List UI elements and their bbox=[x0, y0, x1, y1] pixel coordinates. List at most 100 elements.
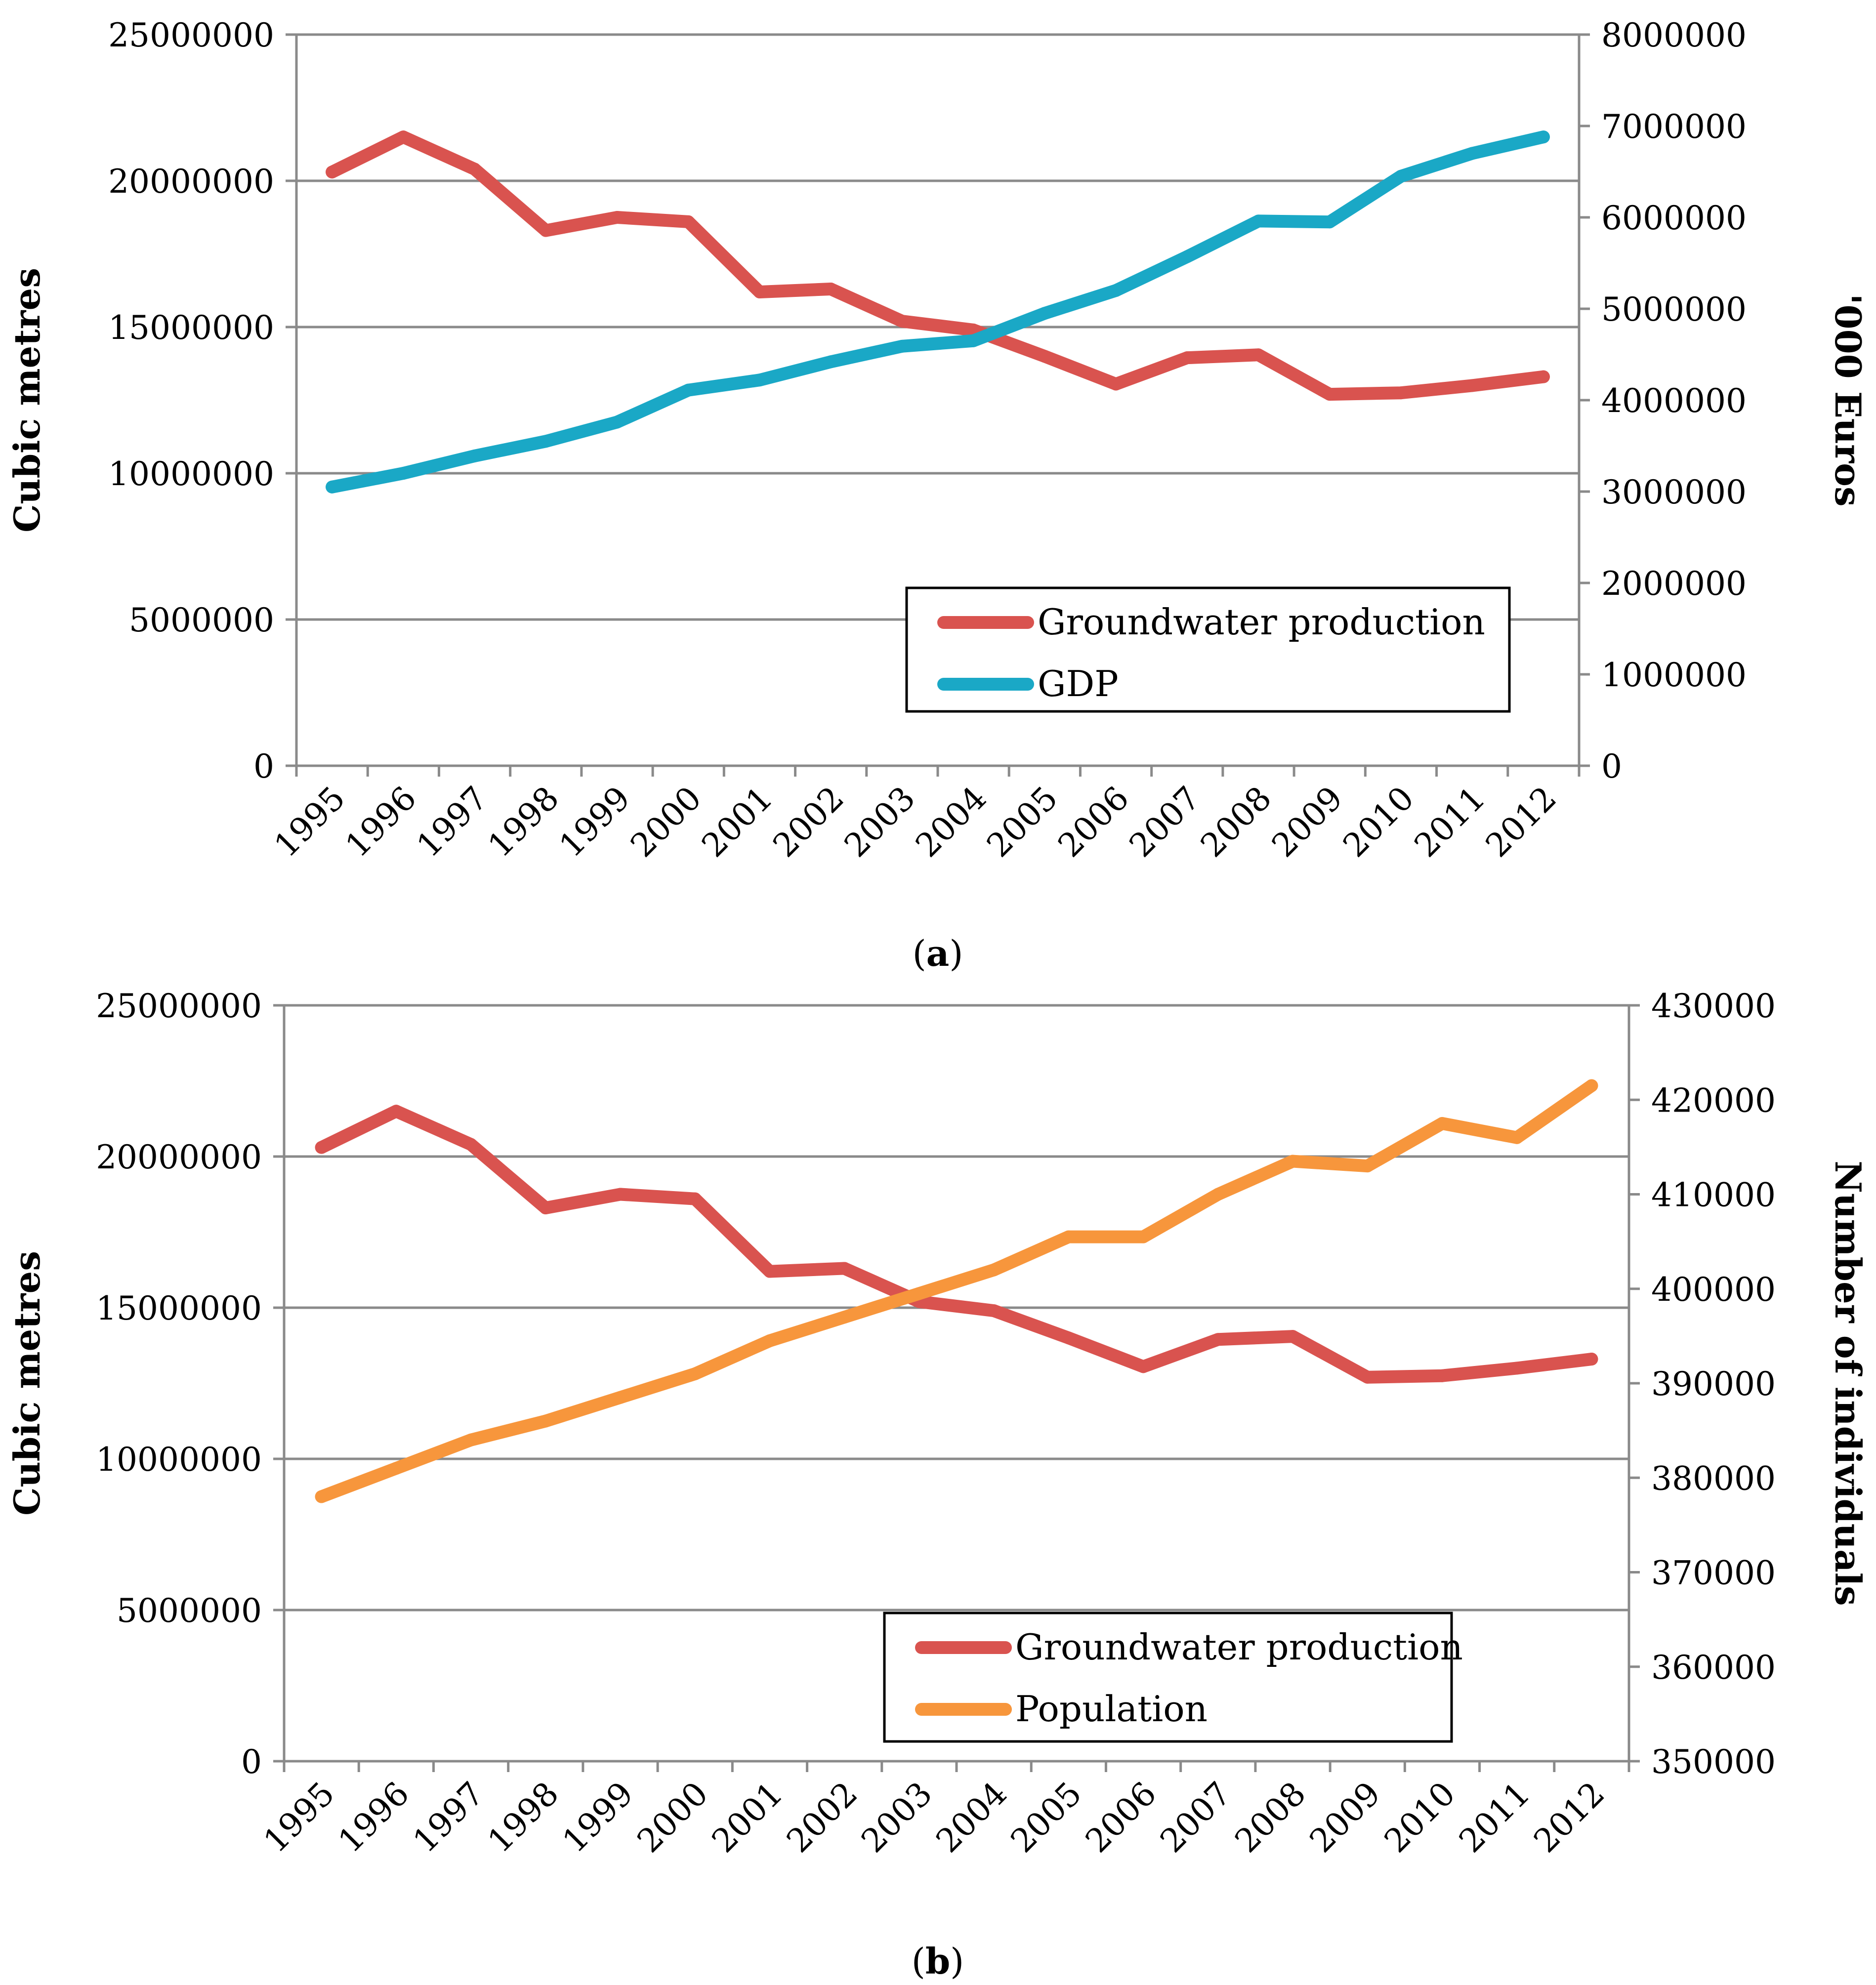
left-tick-label: 0 bbox=[253, 747, 274, 786]
data-point-population bbox=[913, 1287, 926, 1300]
x-tick-label: 1996 bbox=[338, 779, 423, 865]
data-point-population bbox=[614, 1391, 627, 1404]
x-tick-label: 2006 bbox=[1051, 779, 1136, 865]
data-point-gdp bbox=[1465, 147, 1479, 160]
data-point-groundwater-production bbox=[315, 1141, 328, 1154]
data-point-groundwater-production bbox=[611, 211, 624, 224]
data-point-groundwater-production bbox=[326, 165, 339, 179]
legend-label: Groundwater production bbox=[1038, 601, 1485, 643]
data-point-groundwater-production bbox=[1062, 1331, 1075, 1345]
data-point-groundwater-production bbox=[1252, 348, 1265, 362]
data-point-groundwater-production bbox=[1361, 1370, 1374, 1384]
right-tick-label: 380000 bbox=[1651, 1459, 1776, 1497]
x-tick-label: 2004 bbox=[908, 779, 994, 865]
x-tick-label: 1995 bbox=[267, 779, 352, 865]
right-tick-label: 0 bbox=[1601, 747, 1622, 786]
data-point-gdp bbox=[895, 339, 909, 353]
legend: Groundwater production Population bbox=[883, 1612, 1463, 1743]
legend-label: Population bbox=[1015, 1688, 1208, 1730]
data-point-groundwater-production bbox=[397, 130, 410, 144]
x-tick-label: 1997 bbox=[410, 779, 495, 865]
right-tick-label: 5000000 bbox=[1601, 290, 1747, 329]
data-point-groundwater-production bbox=[539, 224, 552, 237]
data-point-gdp bbox=[397, 467, 410, 480]
data-point-population bbox=[1510, 1131, 1524, 1144]
x-tick-label: 1995 bbox=[256, 1775, 342, 1860]
data-point-gdp bbox=[1180, 250, 1194, 263]
data-point-groundwater-production bbox=[688, 1192, 702, 1205]
x-tick-label: 2008 bbox=[1193, 779, 1279, 865]
legend: Groundwater production GDP bbox=[905, 586, 1511, 713]
data-point-gdp bbox=[1109, 284, 1123, 297]
right-tick-label: 420000 bbox=[1651, 1081, 1776, 1119]
y2-axis-title: Number of individuals bbox=[1827, 1160, 1869, 1606]
panel-label: (a) bbox=[913, 932, 963, 974]
legend-label: GDP bbox=[1038, 663, 1119, 704]
data-point-groundwater-production bbox=[895, 315, 909, 328]
x-tick-label: 2009 bbox=[1264, 779, 1350, 865]
x-tick-label: 1999 bbox=[552, 779, 637, 865]
panel-label-close-paren: ) bbox=[950, 1941, 964, 1982]
data-point-population bbox=[987, 1263, 1001, 1277]
x-tick-label: 2008 bbox=[1228, 1775, 1313, 1860]
x-tick-label: 2011 bbox=[1452, 1775, 1537, 1860]
data-point-population bbox=[539, 1414, 552, 1428]
x-tick-label: 2000 bbox=[623, 779, 709, 865]
x-tick-label: 2010 bbox=[1336, 779, 1421, 865]
data-point-gdp bbox=[1537, 130, 1550, 144]
series-line-groundwater-production bbox=[326, 130, 1550, 401]
x-tick-label: 2011 bbox=[1407, 779, 1493, 865]
data-point-gdp bbox=[468, 449, 481, 462]
data-point-gdp bbox=[1323, 215, 1336, 229]
right-tick-label: 3000000 bbox=[1601, 473, 1747, 511]
x-tick-label: 2000 bbox=[630, 1775, 715, 1860]
data-point-population bbox=[1286, 1155, 1299, 1168]
data-point-groundwater-production bbox=[1510, 1362, 1524, 1375]
data-point-groundwater-production bbox=[389, 1105, 403, 1118]
data-point-gdp bbox=[967, 334, 980, 347]
x-tick-label: 1996 bbox=[331, 1775, 417, 1860]
y-axis-title: Cubic metres bbox=[6, 268, 48, 533]
x-tick-label: 2003 bbox=[837, 779, 922, 865]
series-line-gdp bbox=[326, 130, 1550, 494]
panel-label-open-paren: ( bbox=[913, 933, 926, 974]
data-point-gdp bbox=[1038, 307, 1051, 320]
x-tick-label: 1998 bbox=[481, 779, 566, 865]
x-tick-label: 2003 bbox=[854, 1775, 939, 1860]
right-tick-label: 7000000 bbox=[1601, 108, 1747, 146]
x-tick-label: 2010 bbox=[1377, 1775, 1462, 1860]
data-point-population bbox=[1585, 1079, 1598, 1092]
legend-label: Groundwater production bbox=[1015, 1626, 1463, 1668]
right-tick-label: 6000000 bbox=[1601, 199, 1747, 237]
data-point-groundwater-production bbox=[1180, 351, 1194, 365]
panel-label-letter: b bbox=[925, 1940, 950, 1982]
x-tick-label: 2012 bbox=[1526, 1775, 1612, 1860]
x-tick-label: 2006 bbox=[1078, 1775, 1164, 1860]
data-point-gdp bbox=[1394, 169, 1408, 183]
data-point-groundwater-production bbox=[614, 1188, 627, 1201]
panel-label-letter: a bbox=[926, 932, 950, 974]
data-point-groundwater-production bbox=[838, 1262, 851, 1275]
data-point-gdp bbox=[753, 373, 766, 387]
left-tick-label: 10000000 bbox=[96, 1441, 262, 1479]
left-tick-label: 0 bbox=[241, 1743, 262, 1781]
data-point-groundwater-production bbox=[1394, 386, 1408, 400]
y2-axis-title: '000 Euros bbox=[1827, 293, 1869, 506]
data-point-population bbox=[688, 1367, 702, 1380]
series-line-population bbox=[315, 1079, 1598, 1503]
data-point-groundwater-production bbox=[1585, 1353, 1598, 1366]
data-point-population bbox=[1361, 1159, 1374, 1173]
data-point-groundwater-production bbox=[763, 1265, 776, 1278]
data-point-groundwater-production bbox=[1435, 1369, 1449, 1382]
right-tick-label: 350000 bbox=[1651, 1743, 1776, 1781]
right-tick-label: 8000000 bbox=[1601, 16, 1747, 54]
data-point-groundwater-production bbox=[1109, 377, 1123, 391]
data-point-gdp bbox=[824, 355, 837, 369]
data-point-population bbox=[464, 1433, 478, 1447]
x-tick-label: 2005 bbox=[1003, 1775, 1089, 1860]
data-point-groundwater-production bbox=[464, 1138, 478, 1151]
data-point-population bbox=[1211, 1188, 1225, 1201]
data-point-population bbox=[389, 1462, 403, 1475]
x-tick-label: 2009 bbox=[1302, 1775, 1388, 1860]
left-tick-label: 5000000 bbox=[117, 1592, 262, 1630]
